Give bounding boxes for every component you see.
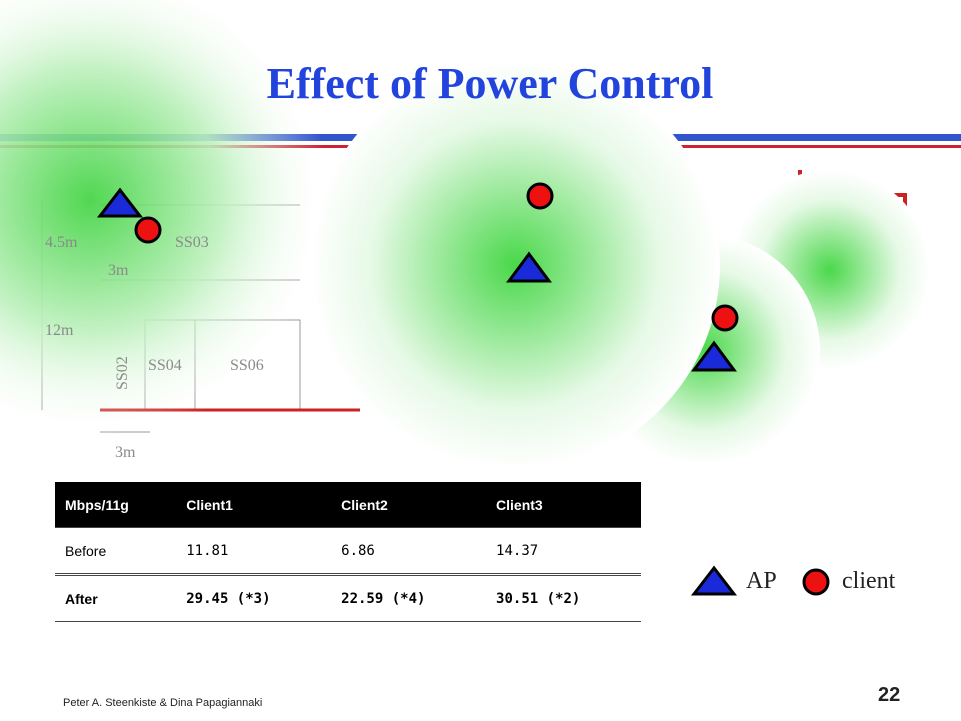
- td: 29.45 (*3): [176, 573, 332, 622]
- td: 14.37: [486, 527, 641, 575]
- td: After: [55, 573, 177, 622]
- fp-label: SS06: [230, 357, 264, 374]
- fp-label: SS03: [175, 234, 209, 251]
- td: 6.86: [331, 527, 487, 575]
- fp-label: SS04: [148, 357, 182, 374]
- legend-client: client: [842, 568, 896, 594]
- fp-label: 3m: [115, 444, 136, 461]
- ap-icon: [690, 565, 738, 596]
- th: Client3: [486, 482, 641, 528]
- fp-label: SS02: [114, 356, 131, 390]
- ap-icon: [691, 340, 737, 372]
- fp-label: 12m: [45, 322, 74, 339]
- coverage: [310, 60, 720, 470]
- td: 11.81: [176, 527, 332, 575]
- footer: Peter A. Steenkiste & Dina Papagiannaki: [63, 697, 263, 709]
- title: Effect of Power Control: [266, 59, 714, 108]
- td: 30.51 (*2): [486, 573, 641, 622]
- legend-ap: AP: [746, 568, 777, 594]
- td: Before: [55, 527, 177, 575]
- page-number: 22: [878, 684, 901, 706]
- client-icon: [526, 182, 554, 210]
- client-icon: [802, 568, 830, 596]
- th: Client1: [176, 482, 332, 528]
- fp-label: 4.5m: [45, 234, 78, 251]
- client-icon: [134, 216, 162, 244]
- client-icon: [711, 304, 739, 332]
- ap-icon: [96, 187, 144, 218]
- td: 22.59 (*4): [331, 573, 487, 622]
- th: Client2: [331, 482, 487, 528]
- th: Mbps/11g: [55, 482, 177, 528]
- coverage: [0, 0, 330, 440]
- fp-label: 3m: [108, 262, 129, 279]
- table: Mbps/11g Client1 Client2 Client3 Before 11.8…: [55, 482, 641, 622]
- ap-icon: [506, 251, 552, 283]
